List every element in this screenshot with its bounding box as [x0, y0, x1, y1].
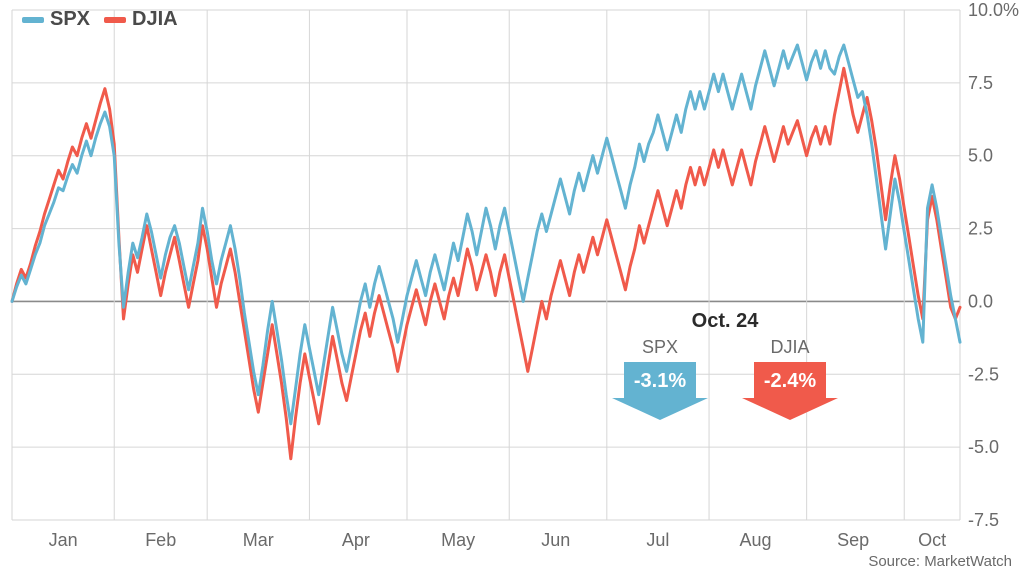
legend-label: DJIA — [132, 8, 178, 31]
legend-item-djia: DJIA — [104, 8, 178, 31]
callout-label: SPX — [642, 337, 678, 358]
legend-swatch — [104, 17, 126, 23]
callout-col-djia: DJIA -2.4% — [742, 337, 838, 420]
svg-text:-2.5: -2.5 — [968, 364, 999, 384]
down-arrow-icon: -3.1% — [612, 362, 708, 420]
callout-date: Oct. 24 — [612, 310, 838, 333]
svg-text:Sep: Sep — [837, 530, 869, 550]
svg-text:5.0: 5.0 — [968, 146, 993, 166]
legend: SPX DJIA — [22, 8, 178, 31]
svg-text:May: May — [441, 530, 475, 550]
drop-callout: Oct. 24 SPX -3.1% DJIA -2.4% — [612, 310, 838, 420]
stock-chart: -7.5 -5.0 -2.5 0.0 2.5 5.0 7.5 10.0% Jan Feb Mar Ap… — [0, 0, 1024, 576]
source-credit: Source: MarketWatch — [868, 553, 1012, 570]
callout-label: DJIA — [770, 337, 809, 358]
svg-text:0.0: 0.0 — [968, 291, 993, 311]
svg-text:Apr: Apr — [342, 530, 370, 550]
svg-text:7.5: 7.5 — [968, 73, 993, 93]
svg-text:Jan: Jan — [49, 530, 78, 550]
callout-col-spx: SPX -3.1% — [612, 337, 708, 420]
svg-text:Mar: Mar — [243, 530, 274, 550]
callout-value: -3.1% — [612, 370, 708, 393]
svg-text:Jun: Jun — [541, 530, 570, 550]
svg-text:-5.0: -5.0 — [968, 437, 999, 457]
svg-text:2.5: 2.5 — [968, 219, 993, 239]
legend-item-spx: SPX — [22, 8, 90, 31]
svg-text:Jul: Jul — [646, 530, 669, 550]
svg-text:10.0%: 10.0% — [968, 0, 1019, 20]
chart-svg: -7.5 -5.0 -2.5 0.0 2.5 5.0 7.5 10.0% Jan Feb Mar Ap… — [0, 0, 1024, 576]
svg-text:Oct: Oct — [918, 530, 946, 550]
callout-value: -2.4% — [742, 370, 838, 393]
down-arrow-icon: -2.4% — [742, 362, 838, 420]
legend-label: SPX — [50, 8, 90, 31]
svg-text:Feb: Feb — [145, 530, 176, 550]
svg-text:Aug: Aug — [740, 530, 772, 550]
legend-swatch — [22, 17, 44, 23]
svg-text:-7.5: -7.5 — [968, 510, 999, 530]
